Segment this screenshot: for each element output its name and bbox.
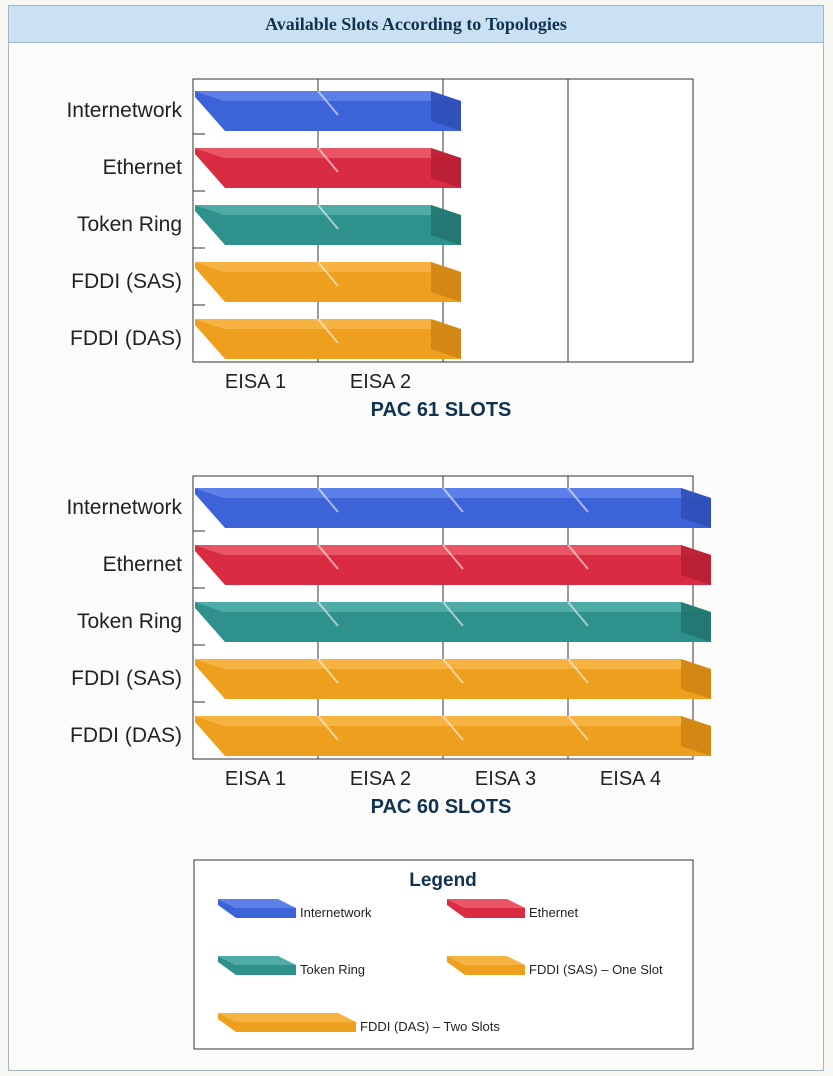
legend-label: FDDI (SAS) – One Slot (529, 962, 663, 977)
legend-item: Internetwork (218, 899, 372, 920)
row-bar-internetwork (195, 488, 711, 528)
legend: Legend Internetwork Ethernet Token Ring FDDI… (193, 859, 694, 1050)
legend-swatch (218, 899, 296, 908)
legend-label: Ethernet (529, 905, 579, 920)
row-label: Internetwork (66, 496, 182, 519)
legend-swatch (218, 1013, 356, 1022)
row-bar-fddi (195, 716, 711, 756)
chart-caption: PAC 61 SLOTS (371, 399, 512, 421)
slot-label: EISA 4 (600, 768, 661, 790)
row-label: FDDI (DAS) (70, 724, 182, 747)
row-bar-fddi (195, 262, 461, 302)
row-label: Ethernet (103, 156, 183, 179)
row-label: FDDI (SAS) (71, 667, 182, 690)
slot-label: EISA 3 (475, 768, 536, 790)
row-bar-ethernet (195, 545, 711, 585)
slot-label: EISA 2 (350, 371, 411, 393)
chart-caption: PAC 60 SLOTS (371, 796, 512, 818)
legend-swatch (447, 956, 525, 965)
legend-swatch (447, 899, 525, 908)
row-bar-internetwork (195, 91, 461, 131)
legend-title: Legend (409, 870, 477, 891)
legend-item: FDDI (DAS) – Two Slots (218, 1013, 500, 1034)
row-label: Internetwork (66, 99, 182, 122)
legend-item: FDDI (SAS) – One Slot (447, 956, 663, 977)
legend-label: Token Ring (300, 962, 365, 977)
row-bar-token_ring (195, 205, 461, 245)
legend-label: FDDI (DAS) – Two Slots (360, 1019, 500, 1034)
row-bar-token_ring (195, 602, 711, 642)
chart-panel-1: Internetwork Ethernet Token Ring FDDI (SAS)… (66, 78, 694, 421)
slot-label: EISA 1 (225, 371, 286, 393)
page-header: Available Slots According to Topologies (9, 6, 823, 43)
row-label: Ethernet (103, 553, 183, 576)
row-label: FDDI (SAS) (71, 270, 182, 293)
chart-panel-2: Internetwork Ethernet Token Ring FDDI (SAS)… (66, 475, 711, 818)
legend-label: Internetwork (300, 905, 372, 920)
row-label: Token Ring (77, 610, 182, 633)
row-bar-fddi (195, 659, 711, 699)
row-bar-fddi (195, 319, 461, 359)
legend-item: Token Ring (218, 956, 365, 977)
page-title: Available Slots According to Topologies (265, 13, 567, 34)
slot-label: EISA 2 (350, 768, 411, 790)
legend-item: Ethernet (447, 899, 579, 920)
slot-label: EISA 1 (225, 768, 286, 790)
row-bar-ethernet (195, 148, 461, 188)
row-label: Token Ring (77, 213, 182, 236)
legend-swatch (218, 956, 296, 965)
row-label: FDDI (DAS) (70, 327, 182, 350)
